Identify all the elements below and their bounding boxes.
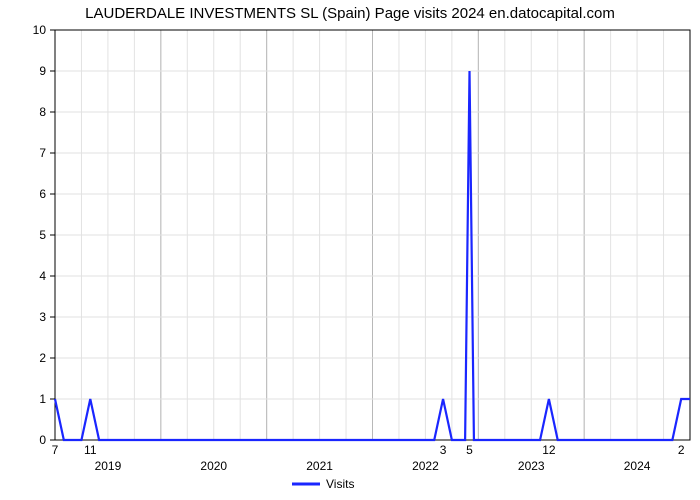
- x-year-label: 2019: [95, 459, 122, 473]
- chart-title: LAUDERDALE INVESTMENTS SL (Spain) Page v…: [85, 5, 615, 22]
- value-label: 5: [466, 443, 473, 457]
- year-label: 2022: [412, 459, 439, 473]
- y-tick-label: 4: [39, 269, 46, 283]
- legend-label: Visits: [326, 477, 354, 491]
- value-label: 12: [542, 443, 556, 457]
- year-label: 2023: [518, 459, 545, 473]
- value-label: 3: [440, 443, 447, 457]
- x-year-label: 2024: [624, 459, 651, 473]
- x-value-label: 11: [84, 443, 97, 457]
- year-label: 2019: [95, 459, 122, 473]
- x-value-label: 2: [678, 443, 685, 457]
- x-year-label: 2021: [306, 459, 333, 473]
- y-tick-label: 0: [39, 433, 46, 447]
- y-tick-label: 2: [39, 351, 46, 365]
- year-label: 2024: [624, 459, 651, 473]
- value-label: 11: [84, 443, 97, 457]
- y-tick-label: 6: [39, 187, 46, 201]
- x-year-label: 2022: [412, 459, 439, 473]
- x-value-label: 3: [440, 443, 447, 457]
- x-value-label: 5: [466, 443, 473, 457]
- y-tick-label: 10: [33, 23, 47, 37]
- year-label: 2020: [200, 459, 227, 473]
- y-tick-label: 9: [39, 64, 46, 78]
- y-tick-label: 5: [39, 228, 46, 242]
- y-tick-label: 8: [39, 105, 46, 119]
- value-label: 2: [678, 443, 685, 457]
- x-year-label: 2020: [200, 459, 227, 473]
- visits-line-chart: 0123456789102019202020212022202320247113…: [0, 0, 700, 500]
- y-tick-label: 3: [39, 310, 46, 324]
- x-value-label: 7: [52, 443, 59, 457]
- y-tick-label: 1: [39, 392, 46, 406]
- year-label: 2021: [306, 459, 333, 473]
- x-value-label: 12: [542, 443, 556, 457]
- y-tick-label: 7: [39, 146, 46, 160]
- value-label: 7: [52, 443, 59, 457]
- x-year-label: 2023: [518, 459, 545, 473]
